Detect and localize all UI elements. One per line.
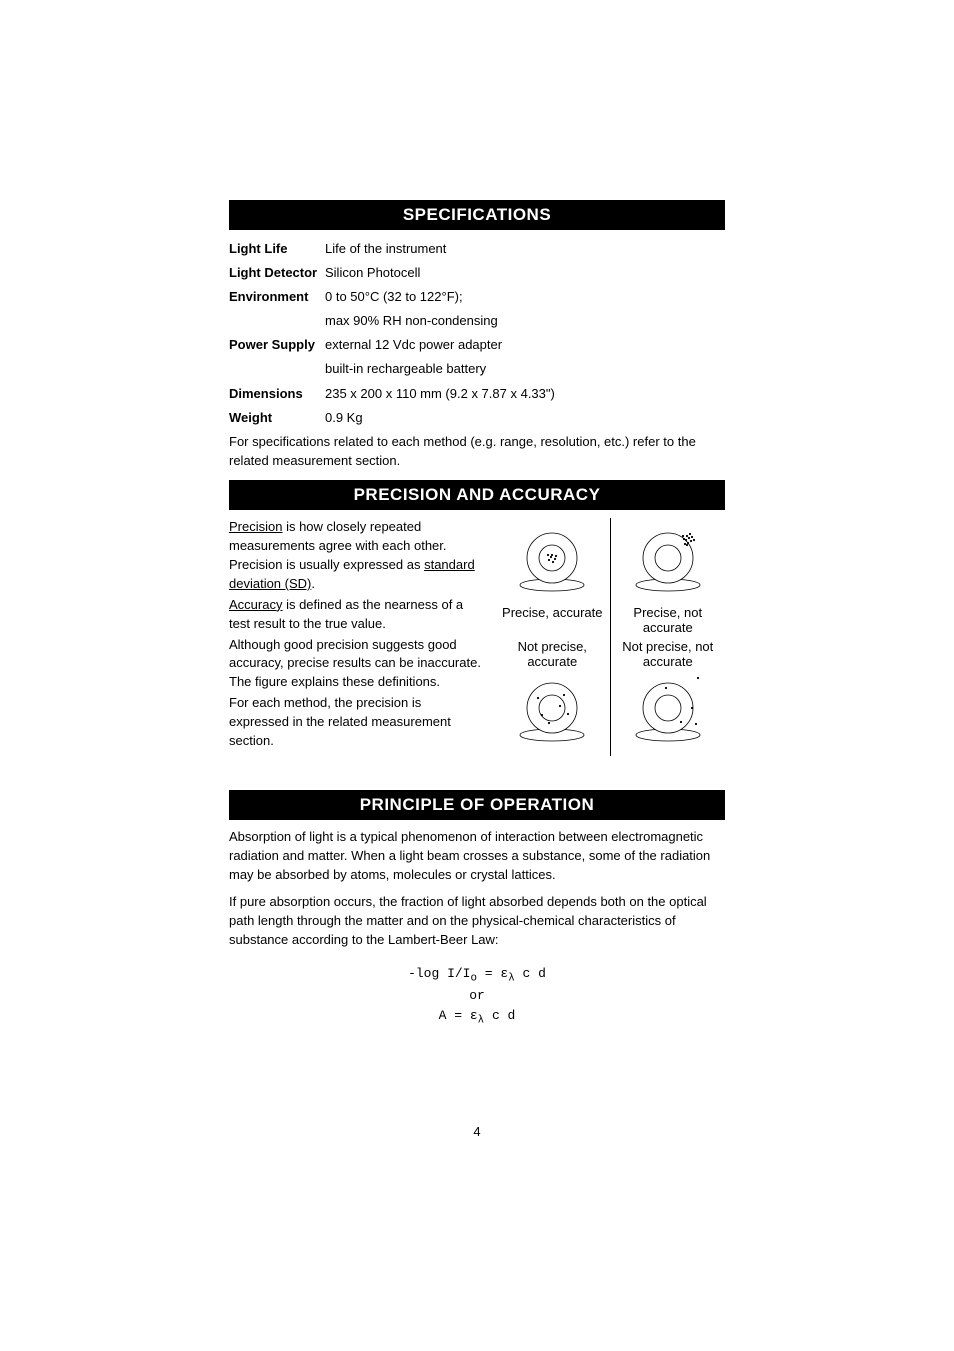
specifications-note: For specifications related to each metho… — [229, 433, 725, 471]
spec-value: 235 x 200 x 110 mm (9.2 x 7.87 x 4.33") — [325, 383, 725, 405]
precision-container: Precision is how closely repeated measur… — [229, 518, 725, 756]
page-number: 4 — [0, 1124, 954, 1139]
target-label-tr: Precise, not accurate — [611, 605, 726, 635]
target-precise-accurate: Precise, accurate — [495, 518, 610, 637]
formula-line1: -log I/Io = ελ c d — [229, 964, 725, 987]
figure-divider — [610, 518, 611, 756]
spec-label: Light Detector — [229, 262, 325, 284]
target-icon — [626, 520, 710, 604]
spec-value: 0.9 Kg — [325, 407, 725, 429]
spec-label: Light Life — [229, 238, 325, 260]
precision-header: PRECISION AND ACCURACY — [229, 480, 725, 510]
principle-p1: Absorption of light is a typical phenome… — [229, 828, 725, 885]
precision-text: Precision is how closely repeated measur… — [229, 518, 481, 756]
spec-row: Environment0 to 50°C (32 to 122°F); — [229, 286, 725, 308]
principle-header: PRINCIPLE OF OPERATION — [229, 790, 725, 820]
precision-figure: Precise, accurate Precise, not accurate … — [495, 518, 725, 756]
spec-label: Dimensions — [229, 383, 325, 405]
spec-label — [229, 358, 325, 380]
spec-value: 0 to 50°C (32 to 122°F); — [325, 286, 725, 308]
target-icon — [626, 670, 710, 754]
accuracy-term: Accuracy — [229, 597, 282, 612]
formula-line2: A = ελ c d — [229, 1006, 725, 1029]
spec-row: Light LifeLife of the instrument — [229, 238, 725, 260]
spec-label: Power Supply — [229, 334, 325, 356]
target-not-precise-accurate: Not precise, accurate — [495, 637, 610, 756]
precision-p4: For each method, the precision is expres… — [229, 694, 481, 751]
target-label-tl: Precise, accurate — [502, 605, 602, 620]
principle-p2: If pure absorption occurs, the fraction … — [229, 893, 725, 950]
spec-value: max 90% RH non-condensing — [325, 310, 725, 332]
spec-row: built-in rechargeable battery — [229, 358, 725, 380]
formula: -log I/Io = ελ c d or A = ελ c d — [229, 964, 725, 1029]
spec-value: built-in rechargeable battery — [325, 358, 725, 380]
target-icon — [510, 520, 594, 604]
specifications-table: Light LifeLife of the instrumentLight De… — [229, 238, 725, 429]
spec-value: Life of the instrument — [325, 238, 725, 260]
target-icon — [510, 670, 594, 754]
precision-p2: Accuracy is defined as the nearness of a… — [229, 596, 481, 634]
precision-p3: Although good precision suggests good ac… — [229, 636, 481, 693]
spec-row: Power Supplyexternal 12 Vdc power adapte… — [229, 334, 725, 356]
spec-row: max 90% RH non-condensing — [229, 310, 725, 332]
target-not-precise-not-accurate: Not precise, not accurate — [611, 637, 726, 756]
target-label-br: Not precise, not accurate — [611, 639, 726, 669]
spec-value: external 12 Vdc power adapter — [325, 334, 725, 356]
specifications-header: SPECIFICATIONS — [229, 200, 725, 230]
spec-label: Weight — [229, 407, 325, 429]
spec-label — [229, 310, 325, 332]
spec-row: Weight0.9 Kg — [229, 407, 725, 429]
target-precise-not-accurate: Precise, not accurate — [611, 518, 726, 637]
spec-row: Dimensions235 x 200 x 110 mm (9.2 x 7.87… — [229, 383, 725, 405]
spec-row: Light DetectorSilicon Photocell — [229, 262, 725, 284]
precision-term: Precision — [229, 519, 282, 534]
spec-value: Silicon Photocell — [325, 262, 725, 284]
target-label-bl: Not precise, accurate — [495, 639, 610, 669]
precision-p1: Precision is how closely repeated measur… — [229, 518, 481, 593]
spec-label: Environment — [229, 286, 325, 308]
formula-or: or — [229, 986, 725, 1006]
